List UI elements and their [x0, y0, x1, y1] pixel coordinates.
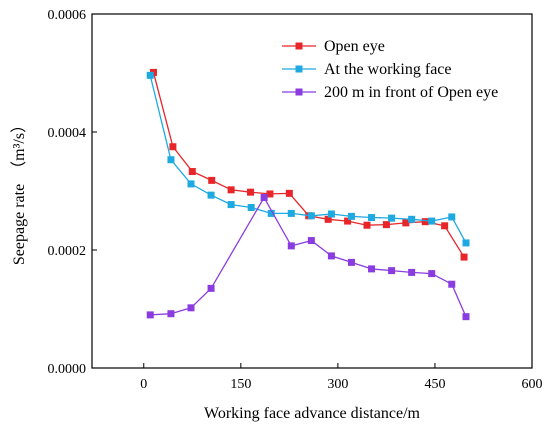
- data-point: [146, 311, 154, 319]
- y-tick-label: 0.0000: [48, 362, 87, 377]
- data-point: [227, 186, 235, 194]
- data-point: [428, 270, 436, 278]
- y-tick-label: 0.0002: [48, 244, 87, 259]
- legend-marker: [295, 65, 303, 73]
- data-point: [260, 193, 268, 201]
- y-tick-label: 0.0004: [48, 126, 87, 141]
- data-point: [307, 237, 315, 245]
- data-point: [402, 219, 410, 227]
- x-tick-label: 300: [327, 377, 348, 392]
- plot-frame: [91, 13, 533, 369]
- data-point: [207, 191, 215, 199]
- data-point: [388, 214, 396, 222]
- data-point: [344, 217, 352, 225]
- data-point: [287, 209, 295, 217]
- data-point: [448, 213, 456, 221]
- legend-label: At the working face: [324, 61, 452, 78]
- data-point: [408, 215, 416, 223]
- data-point: [347, 258, 355, 266]
- data-point: [324, 215, 332, 223]
- y-axis-title: Seepage rate （m³/s）: [10, 117, 28, 265]
- y-axis-unit: （m³/s）: [10, 117, 28, 177]
- x-tick-label: 0: [140, 377, 147, 392]
- legend-marker: [295, 42, 303, 50]
- y-axis-label: Seepage rate: [11, 184, 28, 265]
- data-point: [368, 265, 376, 273]
- data-point: [208, 176, 216, 184]
- data-point: [146, 71, 154, 79]
- data-point: [428, 217, 436, 225]
- data-point: [363, 221, 371, 229]
- legend-marker: [295, 88, 303, 96]
- legend-item: At the working face: [282, 61, 452, 78]
- legend: Open eye At the working face 200 m in fron…: [282, 38, 498, 101]
- data-point: [287, 242, 295, 250]
- legend-item: Open eye: [282, 38, 385, 55]
- x-tick-label: 600: [522, 377, 543, 392]
- data-point: [462, 239, 470, 247]
- data-point: [247, 188, 255, 196]
- data-point: [327, 210, 335, 218]
- legend-label: 200 m in front of Open eye: [324, 84, 498, 101]
- data-point: [167, 156, 175, 164]
- x-tick-label: 450: [424, 377, 445, 392]
- data-point: [167, 310, 175, 318]
- data-point: [207, 284, 215, 292]
- legend-label: Open eye: [324, 38, 385, 55]
- data-point: [187, 180, 195, 188]
- data-point: [227, 201, 235, 209]
- data-point: [460, 253, 468, 261]
- legend-item: 200 m in front of Open eye: [282, 84, 498, 101]
- x-tick-label: 150: [230, 377, 251, 392]
- data-point: [462, 313, 470, 321]
- data-point: [347, 212, 355, 220]
- data-point: [421, 218, 429, 226]
- data-point: [266, 190, 274, 198]
- data-point: [307, 212, 315, 220]
- data-point: [448, 280, 456, 288]
- series-2: [146, 71, 470, 247]
- data-point: [169, 143, 177, 151]
- data-point: [368, 214, 376, 222]
- data-point: [247, 204, 255, 212]
- data-point: [408, 268, 416, 276]
- series-layer: [146, 68, 470, 321]
- data-point: [187, 304, 195, 312]
- data-point: [441, 222, 449, 230]
- data-point: [285, 189, 293, 197]
- data-point: [382, 221, 390, 229]
- series-3: [146, 193, 470, 321]
- data-point: [188, 168, 196, 176]
- data-point: [267, 209, 275, 217]
- x-axis-title: Working face advance distance/m: [204, 405, 421, 422]
- axis-ticks: 0 150 300 450 600 0.0000 0.0002 0.0004 0.0006: [48, 8, 543, 392]
- data-point: [327, 252, 335, 260]
- y-tick-label: 0.0006: [48, 8, 87, 23]
- data-point: [388, 267, 396, 275]
